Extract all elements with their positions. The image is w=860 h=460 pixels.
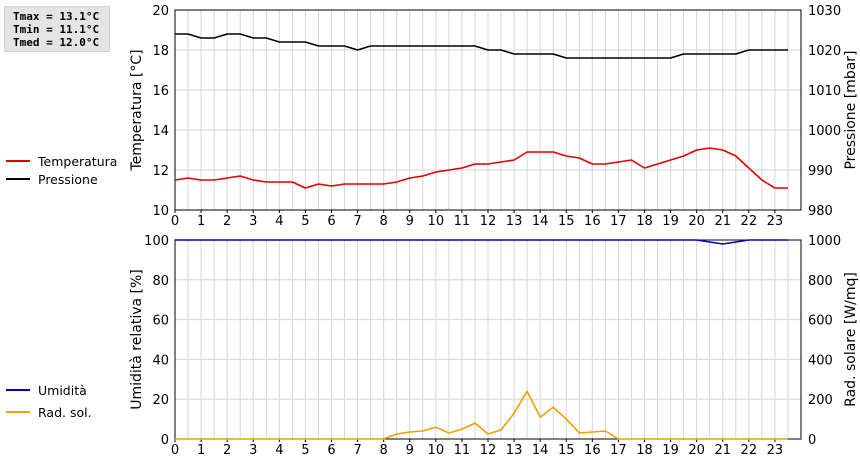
bottom-x-tick-label: 3	[249, 443, 257, 458]
bottom-x-tick-label: 15	[558, 443, 575, 458]
top-y2-tick-label: 1030	[808, 4, 841, 19]
tmin-stat: Tmin = 11.1°C	[13, 23, 100, 36]
legend-label-rad-sol: Rad. sol.	[38, 404, 92, 420]
bottom-x-tick-label: 0	[171, 443, 179, 458]
tmed-stat: Tmed = 12.0°C	[13, 36, 100, 49]
legend-bottom: Umidità Rad. sol.	[6, 379, 92, 423]
bottom-y2-tick-label: 1000	[808, 234, 841, 249]
top-y-tick-label: 14	[152, 124, 169, 139]
bottom-y2-tick-label: 200	[808, 393, 833, 408]
bottom-x-tick-label: 9	[406, 443, 414, 458]
top-y2-tick-label: 990	[808, 164, 833, 179]
bottom-x-tick-label: 7	[353, 443, 361, 458]
bottom-x-tick-label: 19	[662, 443, 679, 458]
bottom-x-tick-label: 23	[767, 443, 784, 458]
bottom-x-tick-label: 8	[380, 443, 388, 458]
stats-box: Tmax = 13.1°C Tmin = 11.1°C Tmed = 12.0°…	[4, 6, 110, 52]
legend-swatch-umidita	[6, 389, 30, 391]
legend-swatch-pressione	[6, 178, 30, 180]
bottom-x-tick-label: 1	[197, 443, 205, 458]
top-x-tick-label: 17	[610, 214, 627, 229]
top-x-tick-label: 2	[223, 214, 231, 229]
series-line-pressione	[175, 33, 788, 59]
bottom-y2-axis-title: Rad. solare [W/mq]	[843, 272, 859, 407]
bottom-y2-tick-label: 600	[808, 314, 833, 329]
legend-label-umidita: Umidità	[38, 382, 87, 398]
legend-item-pressione: Pressione	[6, 170, 117, 188]
top-x-tick-label: 11	[454, 214, 471, 229]
top-x-tick-label: 3	[249, 214, 257, 229]
bottom-x-tick-label: 16	[584, 443, 601, 458]
top-y-tick-label: 10	[152, 204, 169, 219]
top-x-tick-label: 21	[714, 214, 731, 229]
top-y-tick-label: 18	[152, 44, 169, 59]
legend-swatch-temperatura	[6, 160, 30, 162]
tmax-stat: Tmax = 13.1°C	[13, 10, 100, 23]
top-x-tick-label: 1	[197, 214, 205, 229]
bottom-y-tick-label: 40	[152, 353, 169, 368]
top-x-tick-label: 19	[662, 214, 679, 229]
top-x-tick-label: 13	[506, 214, 523, 229]
bottom-x-tick-label: 13	[506, 443, 523, 458]
bottom-x-tick-label: 12	[480, 443, 497, 458]
top-x-tick-label: 6	[327, 214, 335, 229]
top-x-tick-label: 23	[767, 214, 784, 229]
bottom-y-tick-label: 80	[152, 274, 169, 289]
bottom-y-tick-label: 20	[152, 393, 169, 408]
bottom-x-tick-label: 11	[454, 443, 471, 458]
bottom-x-tick-label: 21	[714, 443, 731, 458]
bottom-x-tick-label: 20	[688, 443, 705, 458]
series-line-rad-sol-	[175, 390, 788, 440]
top-x-tick-label: 16	[584, 214, 601, 229]
bottom-x-tick-label: 14	[532, 443, 549, 458]
bottom-x-tick-label: 18	[636, 443, 653, 458]
top-y2-tick-label: 1010	[808, 84, 841, 99]
bottom-x-tick-label: 10	[428, 443, 445, 458]
bottom-y-axis-title: Umidità relativa [%]	[129, 269, 145, 410]
legend-item-rad-sol: Rad. sol.	[6, 401, 92, 423]
top-y2-tick-label: 1000	[808, 124, 841, 139]
bottom-x-tick-label: 6	[327, 443, 335, 458]
top-x-tick-label: 15	[558, 214, 575, 229]
bottom-x-tick-label: 22	[741, 443, 758, 458]
top-y2-tick-label: 980	[808, 204, 833, 219]
bottom-y-tick-label: 100	[144, 234, 169, 249]
bottom-y2-tick-label: 800	[808, 274, 833, 289]
top-y-axis-title: Temperatura [°C]	[129, 49, 145, 171]
top-x-tick-label: 10	[428, 214, 445, 229]
top-x-tick-label: 14	[532, 214, 549, 229]
legend-item-umidita: Umidità	[6, 379, 92, 401]
top-x-tick-label: 20	[688, 214, 705, 229]
legend-top: Temperatura Pressione	[6, 152, 117, 188]
top-y-tick-label: 12	[152, 164, 169, 179]
legend-label-pressione: Pressione	[38, 171, 98, 187]
legend-swatch-rad-sol	[6, 411, 30, 413]
top-x-tick-label: 5	[301, 214, 309, 229]
top-x-tick-label: 0	[171, 214, 179, 229]
bottom-x-tick-label: 17	[610, 443, 627, 458]
top-x-tick-label: 12	[480, 214, 497, 229]
series-line-umidit-	[175, 239, 788, 245]
top-x-tick-label: 9	[406, 214, 414, 229]
bottom-x-tick-label: 4	[275, 443, 283, 458]
top-y-tick-label: 20	[152, 4, 169, 19]
bottom-x-tick-label: 2	[223, 443, 231, 458]
bottom-y2-tick-label: 0	[808, 433, 816, 448]
legend-item-temperatura: Temperatura	[6, 152, 117, 170]
top-x-tick-label: 4	[275, 214, 283, 229]
series-line-temperatura	[174, 147, 788, 189]
bottom-y-tick-label: 0	[161, 433, 169, 448]
bottom-y2-tick-label: 400	[808, 353, 833, 368]
top-x-tick-label: 18	[636, 214, 653, 229]
bottom-y-tick-label: 60	[152, 314, 169, 329]
top-y2-axis-title: Pressione [mbar]	[843, 50, 859, 169]
top-x-tick-label: 7	[353, 214, 361, 229]
legend-label-temperatura: Temperatura	[38, 153, 118, 169]
bottom-x-tick-label: 5	[301, 443, 309, 458]
top-y2-tick-label: 1020	[808, 44, 841, 59]
top-y-tick-label: 16	[152, 84, 169, 99]
top-x-tick-label: 22	[741, 214, 758, 229]
top-x-tick-label: 8	[380, 214, 388, 229]
